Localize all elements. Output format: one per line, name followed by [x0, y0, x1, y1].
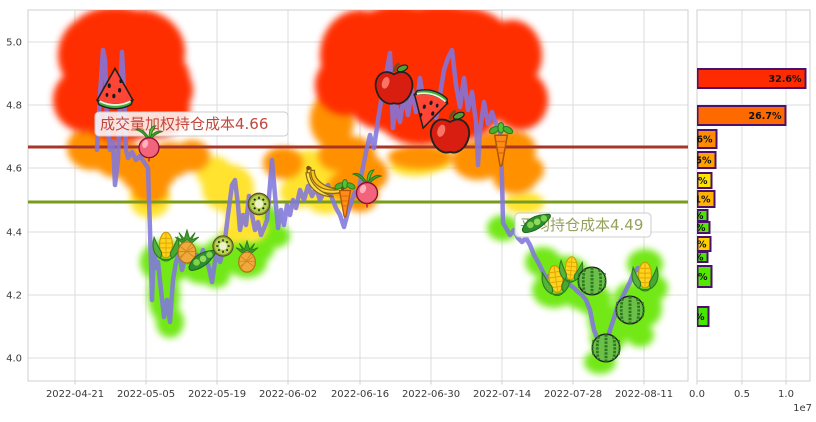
x-tick-label: 2022-04-21	[46, 389, 104, 400]
melon-icon	[614, 294, 646, 326]
volume-x-tick-label: 1.0	[778, 389, 794, 400]
cost-lines-layer	[28, 145, 688, 204]
volume-bar	[697, 221, 711, 234]
volume-bar	[697, 105, 787, 126]
heat-blob	[174, 140, 210, 172]
heat-blob	[492, 70, 548, 130]
x-tick-label: 2022-07-28	[544, 389, 602, 400]
y-tick-label: 4.2	[6, 291, 22, 302]
volume-bar	[697, 129, 718, 149]
heat-blob	[143, 65, 193, 115]
volume-bar-label: 2.9%	[677, 253, 704, 264]
volume-bar-label: 5.5%	[685, 156, 712, 167]
volume-bar-label: 5.1%	[684, 195, 711, 206]
vwap-cost-label-text: 成交量加权持仓成本4.66	[100, 115, 268, 133]
volume-bar	[697, 265, 713, 288]
volume-bar-label: 4.2%	[681, 176, 708, 187]
volume-x-tick-label: 0.0	[689, 389, 705, 400]
y-tick-label: 4.0	[6, 354, 22, 365]
volume-bar	[697, 68, 807, 89]
x-tick-label: 2022-05-19	[188, 389, 246, 400]
heat-blob	[512, 156, 544, 184]
volume-bar-label: 3.8%	[680, 240, 707, 251]
volume-bar-label: 4.0%	[681, 272, 708, 283]
volume-bar-label: 3.2%	[678, 312, 705, 323]
volume-bar-label: 3.0%	[677, 211, 704, 222]
volume-bars: 32.6% 26.7% 5.6% 5.5% 4.2% 5.1% 3.0%3.4% 3.8% 2.…	[677, 68, 807, 327]
axes-layer: 5.0 4.8 4.6 4.4 4.2 4.0 2022-04-21 2022-05-05 20…	[6, 38, 812, 415]
melon-icon	[576, 265, 608, 297]
heat-blob	[388, 145, 452, 169]
kiwi-icon	[247, 192, 271, 216]
y-tick-label: 4.4	[6, 228, 22, 239]
heat-blob	[626, 323, 654, 347]
melon-icon	[590, 332, 622, 364]
x-tick-label: 2022-08-11	[615, 389, 673, 400]
volume-bar	[697, 172, 713, 189]
y-tick-label: 4.8	[6, 101, 22, 112]
main-panel-border	[27, 9, 689, 382]
volume-bar-label: 26.7%	[749, 111, 782, 122]
volume-bar	[697, 251, 709, 263]
volume-bar-label: 3.4%	[679, 223, 706, 234]
volume-x-tick-label: 0.5	[734, 389, 750, 400]
vwap-cost-label-box	[94, 111, 289, 137]
vwap-cost-label: 成交量加权持仓成本4.66	[94, 111, 289, 137]
price-line	[94, 47, 653, 353]
y-tick-label: 4.6	[6, 164, 22, 175]
heat-blob	[315, 55, 375, 115]
x-tick-label: 2022-06-30	[402, 389, 460, 400]
volume-bar-label: 32.6%	[769, 74, 802, 85]
volume-bar-label: 5.6%	[686, 135, 713, 146]
volume-bar	[697, 190, 716, 208]
y-tick-label: 5.0	[6, 38, 22, 49]
price-line-layer	[94, 47, 653, 353]
volume-profile-layer: 32.6% 26.7% 5.6% 5.5% 4.2% 5.1% 3.0%3.4% 3.8% 2.…	[677, 68, 807, 327]
kiwi-icon	[212, 235, 234, 257]
x-tick-label: 2022-05-05	[117, 389, 175, 400]
x-tick-label: 2022-06-02	[259, 389, 317, 400]
x-tick-label: 2022-07-14	[473, 389, 531, 400]
volume-bar	[697, 306, 710, 327]
heat-blob	[318, 139, 354, 171]
volume-bar	[697, 151, 717, 169]
axis-offset-label: 1e7	[793, 403, 812, 414]
average-cost-label-text: 平均持仓成本4.49	[520, 216, 643, 234]
x-tick-label: 2022-06-16	[331, 389, 389, 400]
